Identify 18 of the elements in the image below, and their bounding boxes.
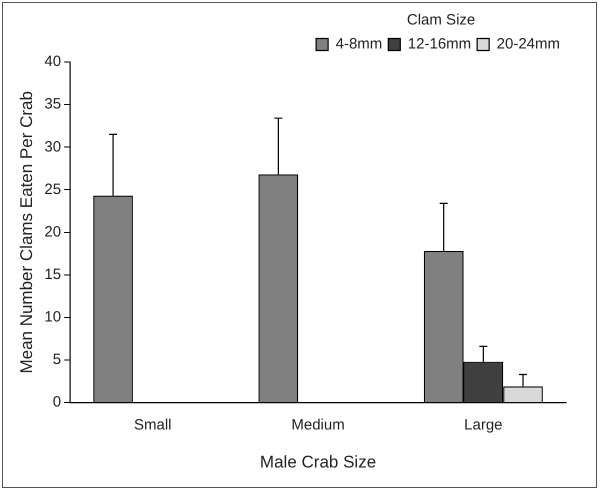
- x-tick-label: Small: [134, 416, 172, 434]
- y-tick-label: 30: [44, 138, 62, 156]
- x-tick-label: Medium: [291, 416, 345, 434]
- x-tick-label: Large: [464, 416, 503, 434]
- x-axis-title: Male Crab Size: [260, 452, 376, 472]
- legend-title: Clam Size: [406, 12, 476, 29]
- legend-label: 20-24mm: [496, 36, 560, 53]
- y-tick-label: 5: [52, 351, 62, 368]
- y-tick-label: 0: [52, 394, 62, 411]
- y-tick-label: 15: [44, 266, 62, 284]
- y-tick-label: 25: [44, 180, 62, 198]
- y-axis-title: Mean Number Clams Eaten Per Crab: [16, 91, 36, 374]
- y-tick-label: 10: [44, 308, 62, 326]
- legend-label: 12-16mm: [408, 36, 472, 53]
- y-tick-label: 20: [44, 223, 62, 240]
- legend-label: 4-8mm: [336, 36, 382, 53]
- y-tick-label: 40: [44, 53, 62, 70]
- y-tick-label: 35: [44, 96, 62, 113]
